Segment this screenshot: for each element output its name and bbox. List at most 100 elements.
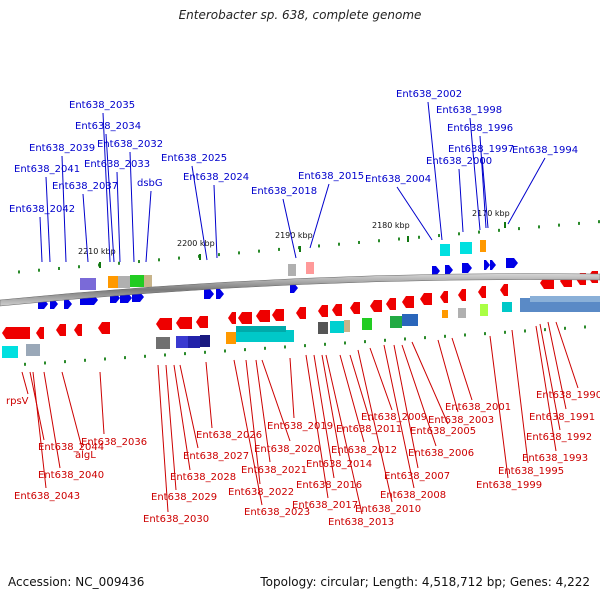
- track-dot: [524, 329, 526, 333]
- track-dot: [384, 338, 386, 342]
- gene-label-reverse: Ent638_2030: [143, 514, 209, 525]
- gene-label-forward: Ent638_2015: [298, 171, 364, 182]
- leader-line: [547, 321, 567, 410]
- track-dot: [258, 249, 260, 253]
- track-dot: [598, 220, 600, 224]
- gene-label-reverse: Ent638_2011: [336, 424, 402, 435]
- track-dot: [518, 227, 520, 231]
- track-dot: [444, 334, 446, 338]
- reverse-gene-arrow: [256, 310, 270, 322]
- gene-label-forward: Ent638_2032: [97, 139, 163, 150]
- reverse-gene-arrow: [478, 286, 486, 298]
- feature-box: [480, 240, 486, 252]
- leader-line: [82, 193, 89, 263]
- leader-line: [191, 165, 208, 261]
- track-dot: [464, 333, 466, 337]
- leader-line: [105, 133, 115, 263]
- leader-line: [437, 339, 459, 413]
- gene-label-forward: Ent638_2033: [84, 159, 150, 170]
- leader-line: [165, 364, 177, 491]
- track-dot: [324, 342, 326, 346]
- forward-gene-arrow: [445, 265, 453, 275]
- gene-label-reverse: Ent638_2005: [410, 426, 476, 437]
- track-dot: [578, 221, 580, 225]
- gene-label-reverse: Ent638_2021: [241, 465, 307, 476]
- leader-line: [325, 354, 363, 515]
- reverse-gene-arrow: [500, 284, 508, 296]
- gene-label-reverse: Ent638_2019: [267, 421, 333, 432]
- track-dot: [564, 326, 566, 330]
- track-dot: [284, 345, 286, 349]
- leader-line: [45, 176, 51, 263]
- leader-line: [383, 344, 415, 489]
- scale-tick-label: 2180 kbp: [372, 221, 410, 230]
- track-dot: [38, 268, 40, 272]
- gene-label-reverse: Ent638_2001: [445, 402, 511, 413]
- track-dot: [504, 330, 506, 334]
- forward-gene-arrow: [490, 260, 496, 270]
- leader-line: [255, 359, 271, 463]
- gene-label-reverse: Ent638_2043: [14, 491, 80, 502]
- forward-gene-arrow: [132, 292, 144, 302]
- feature-box: [236, 326, 286, 332]
- feature-box: [130, 275, 144, 287]
- track-dot: [224, 349, 226, 353]
- feature-box: [440, 244, 450, 256]
- track-dot: [438, 234, 440, 238]
- feature-box: [318, 322, 328, 334]
- gene-label-reverse: Ent638_1992: [526, 432, 592, 443]
- gene-label-reverse: Ent638_2010: [355, 504, 421, 515]
- track-dot: [358, 240, 360, 244]
- reverse-gene-arrow: [318, 305, 328, 317]
- track-dot: [584, 325, 586, 329]
- genome-stats-text: Topology: circular; Length: 4,518,712 bp…: [260, 575, 590, 589]
- feature-box: [458, 308, 466, 318]
- gene-label-forward: Ent638_2002: [396, 89, 462, 100]
- gene-label-forward: Ent638_2000: [426, 156, 492, 167]
- track-dot: [458, 232, 460, 236]
- leader-line: [411, 341, 449, 425]
- track-dot: [18, 270, 20, 274]
- reverse-gene-arrow: [228, 312, 236, 324]
- feature-box: [402, 314, 418, 326]
- leader-line: [469, 117, 481, 231]
- scale-tick-label: 2200 kbp: [177, 239, 215, 248]
- feature-box: [80, 278, 96, 290]
- track-dot: [44, 361, 46, 365]
- gene-label-reverse: Ent638_2012: [331, 445, 397, 456]
- leader-line: [507, 157, 546, 225]
- track-dot: [64, 360, 66, 364]
- gene-label-reverse: Ent638_2020: [254, 444, 320, 455]
- leader-line: [282, 198, 297, 259]
- forward-gene-arrow: [462, 263, 472, 273]
- track-dot: [184, 352, 186, 356]
- gene-label-forward: Ent638_2039: [29, 143, 95, 154]
- gene-label-forward: Ent638_1998: [436, 105, 502, 116]
- track-dot: [218, 253, 220, 257]
- leader-line: [321, 354, 341, 457]
- leader-line: [339, 354, 365, 443]
- track-dot: [78, 265, 80, 269]
- forward-gene-arrow: [290, 283, 298, 293]
- track-dot: [204, 350, 206, 354]
- forward-gene-arrow: [432, 266, 440, 276]
- reverse-gene-arrow: [238, 312, 252, 324]
- feature-box: [480, 304, 488, 316]
- feature-box: [200, 335, 210, 347]
- leader-line: [369, 347, 393, 411]
- gene-label-reverse: Ent638_2003: [428, 415, 494, 426]
- gene-labels: Ent638_2042Ent638_2041Ent638_2039Ent638_…: [6, 89, 600, 528]
- reverse-gene-arrow: [176, 317, 192, 329]
- track-dot: [264, 346, 266, 350]
- track-dot: [84, 358, 86, 362]
- reverse-gene-arrow: [272, 309, 284, 321]
- leader-line: [21, 371, 29, 395]
- track-dot: [238, 251, 240, 255]
- leader-lines: [21, 101, 579, 515]
- gene-label-forward: Ent638_2034: [75, 121, 141, 132]
- track-dot: [364, 340, 366, 344]
- scale-ticks: 2170 kbp 2180 kbp 2190 kbp 2200 kbp 2210 kbp: [78, 209, 510, 268]
- track-dot: [538, 225, 540, 229]
- leader-line: [309, 183, 330, 249]
- track-dot: [404, 337, 406, 341]
